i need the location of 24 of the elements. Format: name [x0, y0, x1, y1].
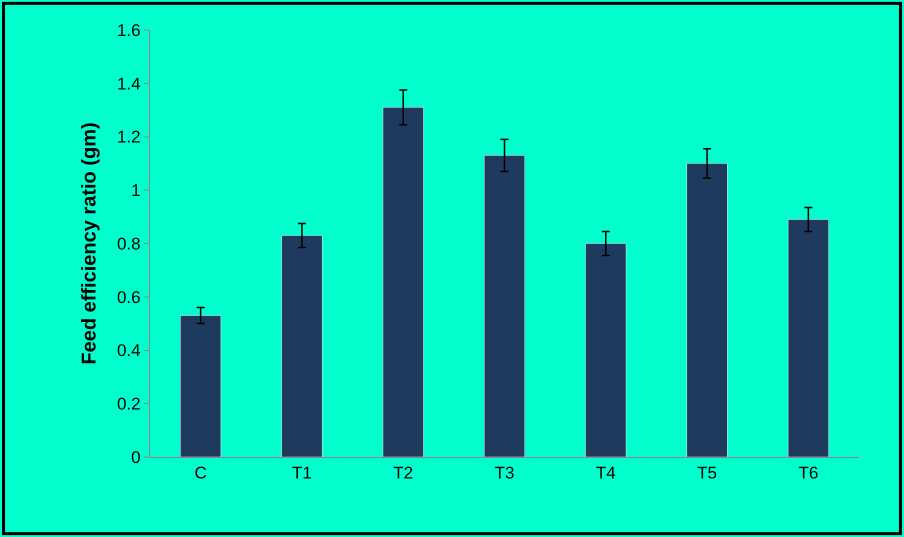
- bar: [281, 235, 322, 457]
- x-tick-label: T5: [697, 463, 717, 482]
- x-tick-label: T2: [393, 463, 414, 482]
- bar: [686, 163, 728, 457]
- x-tick-label: T1: [292, 463, 312, 482]
- bar: [585, 243, 626, 457]
- bar: [382, 107, 424, 457]
- y-tick-label: 0.8: [116, 234, 141, 254]
- x-tick-label: T4: [596, 463, 616, 482]
- y-tick-label: 1.6: [116, 20, 141, 40]
- bar: [180, 315, 222, 457]
- y-tick-label: 0.6: [116, 288, 141, 307]
- y-tick-label: 0.4: [116, 341, 141, 360]
- y-axis-title: Feed efficiency ratio (gm): [78, 122, 100, 365]
- bar: [484, 155, 526, 457]
- x-tick-label: C: [194, 463, 207, 482]
- bar: [788, 219, 829, 457]
- x-tick-label: T3: [494, 463, 514, 482]
- x-tick-label: T6: [798, 463, 818, 482]
- y-tick-label: 1: [131, 181, 141, 200]
- y-tick-label: 0: [131, 448, 141, 467]
- y-tick-label: 1.2: [116, 128, 141, 147]
- y-tick-label: 1.4: [116, 74, 141, 94]
- y-tick-label: 0.2: [116, 394, 141, 414]
